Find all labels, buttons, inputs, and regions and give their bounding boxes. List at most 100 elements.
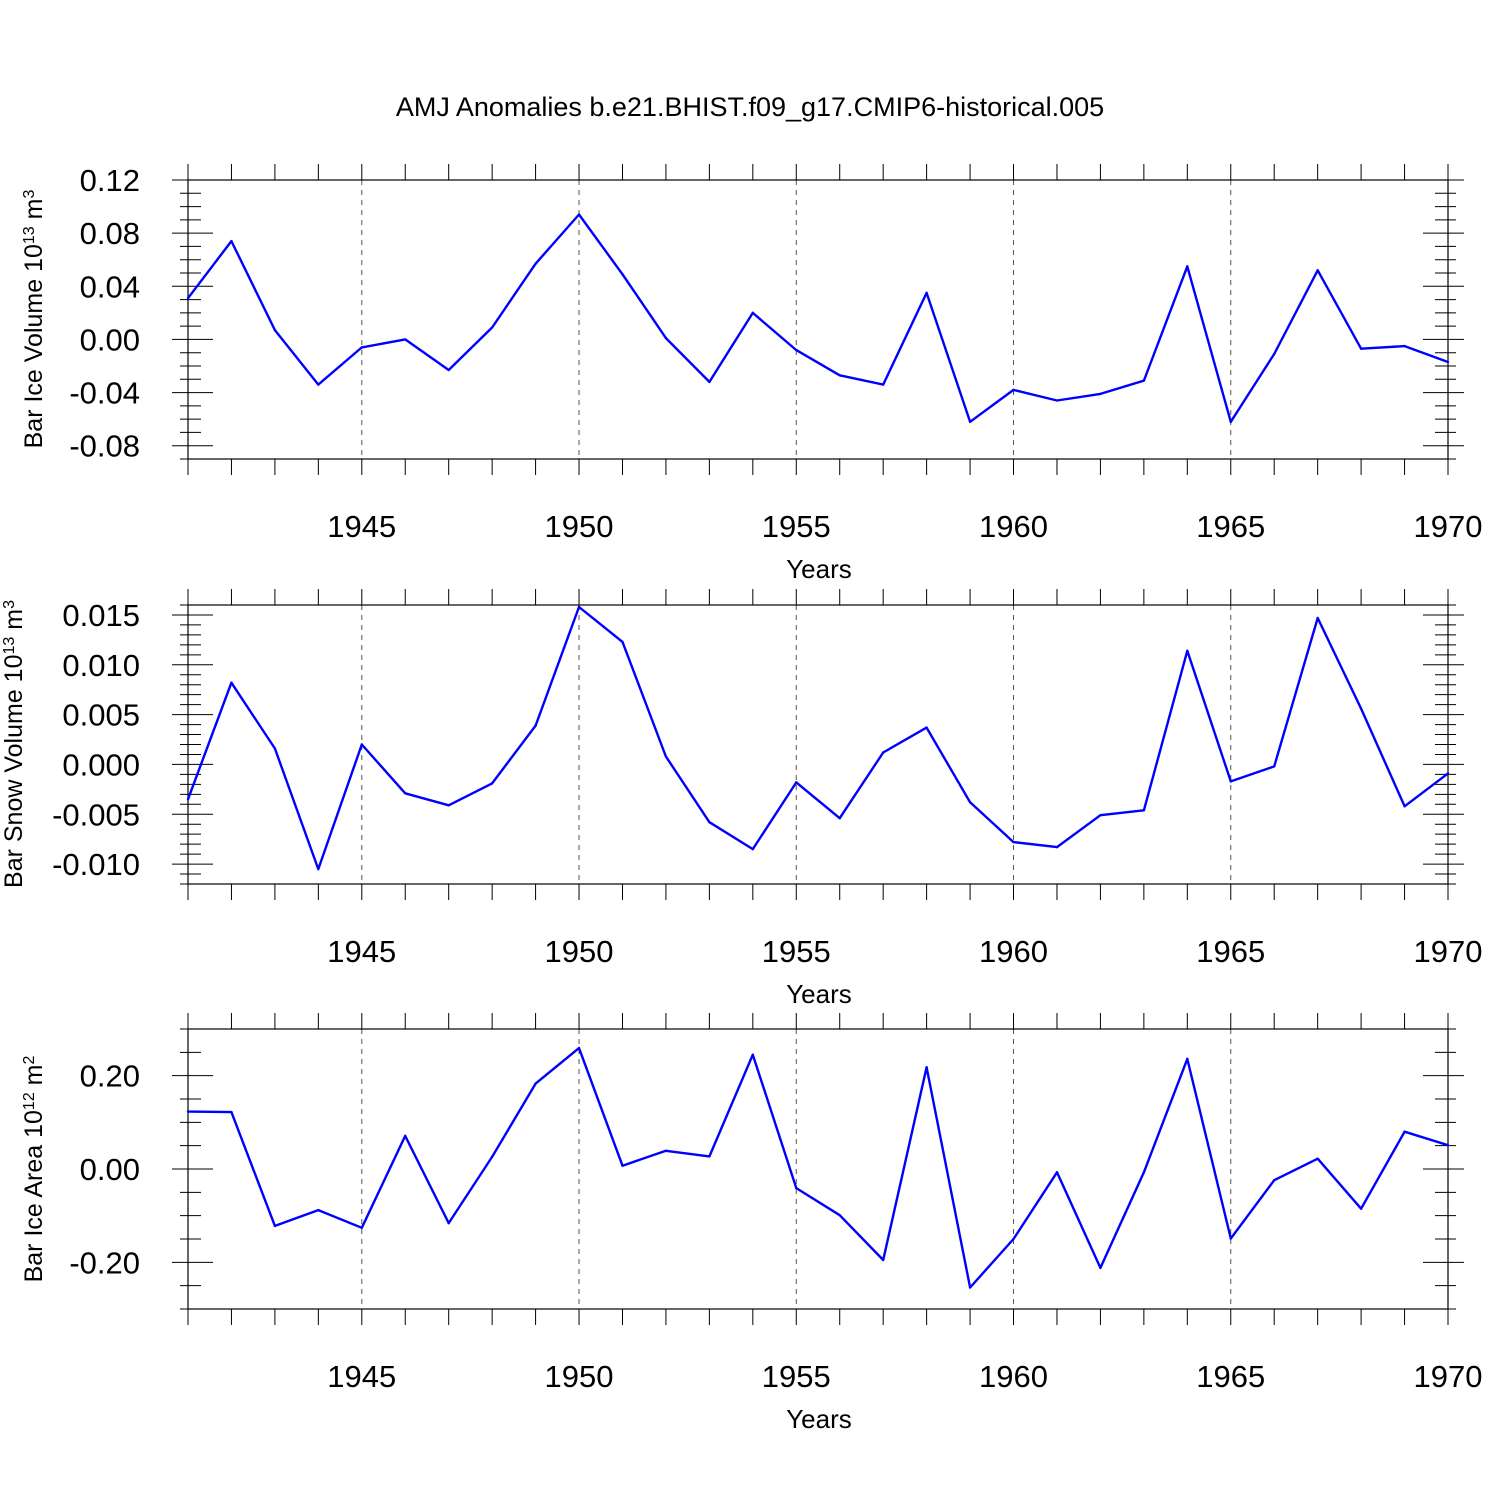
data-point-ice-volume-1950 xyxy=(577,213,581,216)
xtick-label-ice-volume-1970: 1970 xyxy=(1414,509,1483,544)
data-point-ice-area-1970 xyxy=(1446,1144,1450,1147)
data-point-snow-volume-1956 xyxy=(838,817,841,820)
data-point-snow-volume-1955 xyxy=(795,781,798,784)
data-point-snow-volume-1947 xyxy=(447,804,450,807)
ytick-label-ice-volume-5: 0.12 xyxy=(80,163,140,198)
data-point-ice-area-1958 xyxy=(925,1066,928,1069)
data-point-snow-volume-1942 xyxy=(230,681,233,684)
data-point-ice-volume-1961 xyxy=(1055,399,1059,402)
ylabel-ice-volume: Bar Ice Volume 1013 m3 xyxy=(20,190,48,449)
data-point-ice-area-1946 xyxy=(404,1134,407,1138)
data-point-ice-volume-1954 xyxy=(751,311,755,315)
data-point-ice-volume-1949 xyxy=(534,262,537,265)
data-point-snow-volume-1961 xyxy=(1055,845,1059,849)
data-point-ice-volume-1969 xyxy=(1403,344,1406,348)
xtick-label-snow-volume-1970: 1970 xyxy=(1414,934,1483,969)
data-point-ice-area-1941 xyxy=(186,1110,190,1113)
data-point-ice-volume-1960 xyxy=(1012,388,1015,392)
data-point-ice-area-1953 xyxy=(708,1155,711,1158)
data-point-snow-volume-1966 xyxy=(1273,765,1276,768)
xtick-label-ice-area-1945: 1945 xyxy=(327,1359,396,1394)
data-point-ice-area-1966 xyxy=(1273,1179,1276,1182)
data-point-ice-area-1959 xyxy=(968,1286,972,1289)
data-point-snow-volume-1965 xyxy=(1229,780,1232,783)
data-point-snow-volume-1959 xyxy=(968,801,972,804)
data-point-snow-volume-1950 xyxy=(577,605,581,609)
data-point-ice-volume-1963 xyxy=(1142,379,1146,382)
xtick-label-ice-area-1955: 1955 xyxy=(762,1359,831,1394)
xtick-label-ice-volume-1955: 1955 xyxy=(762,509,831,544)
data-point-snow-volume-1964 xyxy=(1186,649,1189,653)
ytick-label-snow-volume-2: 0.000 xyxy=(62,747,140,782)
panel-ice-volume: Bar Ice Volume 1013 m3 Years xyxy=(20,190,852,584)
data-point-ice-volume-1958 xyxy=(925,291,928,295)
ytick-label-ice-volume-3: 0.04 xyxy=(80,269,140,304)
xtick-label-snow-volume-1945: 1945 xyxy=(327,934,396,969)
xlabel-ice-area: Years xyxy=(786,1404,852,1434)
data-point-ice-area-1962 xyxy=(1099,1266,1102,1270)
data-point-ice-area-1963 xyxy=(1142,1171,1146,1174)
data-point-ice-volume-1953 xyxy=(708,380,711,384)
data-point-ice-volume-1965 xyxy=(1229,420,1232,423)
plot-area-ice-area: 1945 1950 1955 1960 1965 1970 -0.20 0.00 0.20 xyxy=(69,1013,1482,1394)
data-point-snow-volume-1945 xyxy=(360,743,363,746)
ytick-label-ice-volume-0: -0.08 xyxy=(69,429,140,464)
data-point-ice-area-1967 xyxy=(1316,1157,1319,1160)
data-point-snow-volume-1957 xyxy=(881,751,885,754)
ytick-label-ice-area-0: -0.20 xyxy=(69,1245,140,1280)
data-point-ice-area-1943 xyxy=(273,1224,277,1228)
series-line-snow-volume xyxy=(186,605,1449,871)
data-point-ice-volume-1966 xyxy=(1273,352,1276,356)
xlabel-ice-volume: Years xyxy=(786,554,852,584)
data-point-ice-area-1960 xyxy=(1012,1237,1015,1241)
data-point-ice-area-1965 xyxy=(1229,1237,1232,1240)
ytick-label-snow-volume-5: 0.015 xyxy=(62,598,140,633)
ytick-label-snow-volume-1: -0.005 xyxy=(52,797,140,832)
ytick-label-snow-volume-3: 0.005 xyxy=(62,698,140,733)
xtick-label-ice-area-1950: 1950 xyxy=(545,1359,614,1394)
ytick-label-ice-area-2: 0.20 xyxy=(80,1059,140,1094)
data-point-ice-volume-1951 xyxy=(621,273,624,276)
data-point-snow-volume-1941 xyxy=(186,798,190,801)
data-point-snow-volume-1969 xyxy=(1403,805,1406,808)
data-point-ice-volume-1946 xyxy=(404,338,407,341)
ytick-label-ice-volume-4: 0.08 xyxy=(80,216,140,251)
data-point-ice-volume-1952 xyxy=(664,336,668,340)
data-point-ice-volume-1962 xyxy=(1099,392,1102,396)
data-point-snow-volume-1963 xyxy=(1142,809,1146,812)
data-point-ice-area-1945 xyxy=(360,1226,363,1230)
data-point-ice-area-1961 xyxy=(1055,1171,1059,1174)
data-point-snow-volume-1946 xyxy=(404,792,407,795)
ytick-label-ice-volume-1: -0.04 xyxy=(69,376,140,411)
data-point-snow-volume-1958 xyxy=(925,726,928,729)
data-point-snow-volume-1948 xyxy=(490,782,494,785)
plot-area-snow-volume: 1945 1950 1955 1960 1965 1970 -0.010 -0.005 0.00… xyxy=(52,589,1482,969)
data-point-ice-area-1948 xyxy=(490,1155,494,1159)
data-point-ice-area-1950 xyxy=(577,1046,581,1050)
data-point-ice-volume-1956 xyxy=(838,374,841,377)
frame-snow-volume xyxy=(187,604,1449,885)
series-line-ice-volume xyxy=(187,213,1449,423)
data-point-snow-volume-1943 xyxy=(273,747,277,750)
ytick-label-snow-volume-0: -0.010 xyxy=(52,847,140,882)
ylabel-snow-volume: Bar Snow Volume 1013 m3 xyxy=(0,600,28,888)
data-point-ice-volume-1941 xyxy=(186,297,190,300)
data-point-snow-volume-1949 xyxy=(534,724,537,727)
data-point-ice-volume-1942 xyxy=(230,239,233,243)
data-point-ice-volume-1947 xyxy=(447,368,450,372)
data-point-snow-volume-1967 xyxy=(1316,616,1319,620)
xtick-label-snow-volume-1955: 1955 xyxy=(762,934,831,969)
xtick-label-ice-volume-1950: 1950 xyxy=(545,509,614,544)
frame-ice-volume xyxy=(187,179,1449,460)
chart-title: AMJ Anomalies b.e21.BHIST.f09_g17.CMIP6-… xyxy=(396,92,1104,122)
data-point-ice-volume-1945 xyxy=(360,346,363,349)
frame-ice-area xyxy=(187,1028,1449,1310)
plot-area-ice-volume: 1945 1950 1955 1960 1965 1970 -0.08 -0.04 0.00 0.… xyxy=(69,163,1482,544)
xlabel-snow-volume: Years xyxy=(786,979,852,1009)
ytick-label-ice-volume-2: 0.00 xyxy=(80,322,140,357)
data-point-ice-area-1942 xyxy=(230,1110,233,1114)
data-point-ice-area-1955 xyxy=(795,1186,798,1190)
data-point-ice-area-1949 xyxy=(534,1082,537,1085)
data-point-ice-area-1951 xyxy=(621,1164,624,1167)
data-point-snow-volume-1968 xyxy=(1359,707,1363,710)
